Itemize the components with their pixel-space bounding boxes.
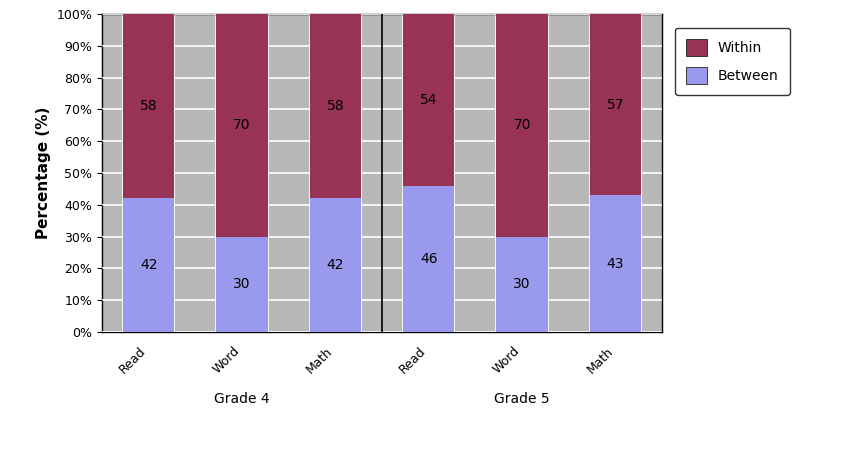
Bar [590, 195, 641, 332]
Text: 58: 58 [327, 100, 344, 113]
Text: Math: Math [304, 345, 335, 376]
Bar [216, 237, 267, 332]
Bar [403, 186, 454, 332]
Bar [310, 199, 361, 332]
Text: 43: 43 [607, 256, 624, 271]
Text: Read: Read [397, 345, 429, 376]
Text: Grade 4: Grade 4 [214, 392, 270, 406]
Text: 42: 42 [140, 258, 157, 272]
Text: 70: 70 [514, 118, 531, 132]
Text: 30: 30 [514, 277, 531, 291]
Bar [310, 14, 361, 199]
Bar [123, 14, 174, 199]
Text: 30: 30 [233, 277, 250, 291]
Text: Read: Read [117, 345, 149, 376]
Text: 57: 57 [607, 98, 624, 112]
Bar [590, 14, 641, 195]
Text: Grade 5: Grade 5 [494, 392, 550, 406]
Text: 42: 42 [327, 258, 344, 272]
Bar [497, 14, 548, 237]
Text: 46: 46 [420, 252, 437, 266]
Text: Word: Word [210, 345, 242, 376]
Bar [403, 14, 454, 186]
Text: Word: Word [490, 345, 522, 376]
Bar [123, 199, 174, 332]
Text: 70: 70 [233, 118, 250, 132]
Text: Math: Math [584, 345, 616, 376]
Bar [497, 237, 548, 332]
Text: 58: 58 [140, 100, 157, 113]
Bar [216, 14, 267, 237]
Y-axis label: Percentage (%): Percentage (%) [36, 107, 51, 239]
Legend: Within, Between: Within, Between [675, 27, 790, 95]
Text: 54: 54 [420, 93, 437, 107]
